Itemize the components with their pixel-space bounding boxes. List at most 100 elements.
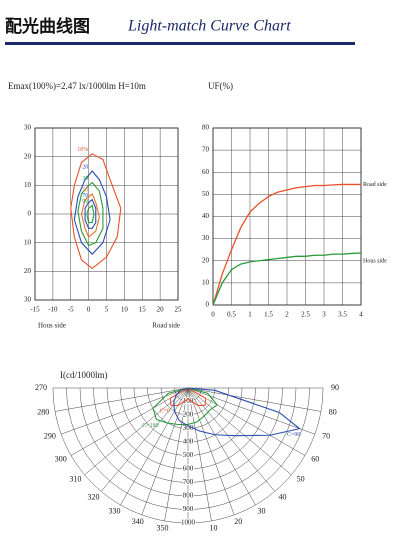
y-tick-label: 40 (202, 212, 210, 220)
radius-label: 800 (183, 492, 194, 500)
chart-title: Emax(100%)=2.47 lx/1000lm H=10m (8, 81, 146, 91)
grid-spoke (187, 387, 292, 475)
grid-spoke (101, 387, 189, 492)
x-tick-label: 1 (248, 311, 252, 319)
grid-spoke (187, 387, 212, 521)
header-rule (5, 42, 355, 45)
x-tick-label: 20 (157, 306, 165, 314)
radius-label: 200 (183, 411, 194, 419)
curve-label: C=90 (287, 432, 300, 438)
grid-spoke (187, 387, 235, 515)
angle-label: 280 (37, 408, 49, 417)
x-tick-label: 0 (211, 311, 215, 319)
contour-label: 50 (82, 187, 88, 193)
contour-label: 90 (82, 199, 88, 205)
title-cn: 配光曲线图 (5, 16, 90, 37)
plot-frame (212, 127, 362, 306)
y-tick-label: 80 (202, 124, 210, 132)
radius-label: 500 (183, 451, 194, 459)
contour-line (86, 204, 95, 224)
angle-label: 80 (329, 408, 337, 417)
y-axis-label: UF(%) (208, 81, 233, 91)
y-tick-label: 10 (24, 181, 32, 189)
grid-spoke (84, 387, 189, 475)
y-tick-label: 30 (24, 296, 32, 304)
y-tick-label: 30 (202, 234, 210, 242)
series-line (212, 252, 362, 306)
y-tick-label: 0 (28, 210, 32, 218)
grid-spoke (187, 387, 256, 506)
x-tick-label: 0 (87, 306, 91, 314)
intensity-curve (169, 387, 207, 407)
x-tick-label: 25 (175, 306, 183, 314)
y-tick-label: 60 (202, 168, 210, 176)
angle-label: 20 (234, 517, 242, 526)
grid-spoke (187, 387, 275, 492)
radius-label: 600 (183, 465, 194, 473)
angle-label: 350 (156, 524, 168, 533)
x-tick-label: 3.5 (338, 311, 347, 319)
y-tick-label: 20 (24, 152, 32, 160)
angle-label: 340 (132, 517, 144, 526)
contour-line (84, 198, 97, 229)
y-tick-label: 20 (202, 256, 210, 264)
grid-spoke (141, 387, 189, 515)
angle-label: 300 (55, 454, 67, 463)
x-tick-label: -15 (30, 306, 40, 314)
radius-label: 100 (183, 397, 194, 405)
x-tick-label: 4 (359, 311, 363, 319)
angle-label: 10 (210, 524, 218, 533)
radius-label: 1000 (181, 519, 196, 527)
x-tick-label: 0.5 (227, 311, 236, 319)
grid-spoke (187, 387, 306, 456)
angle-label: 50 (297, 475, 305, 484)
grid-spoke (120, 387, 189, 506)
x-tick-label: -5 (68, 306, 74, 314)
y-tick-label: 20 (24, 267, 32, 275)
grid-spoke (187, 387, 321, 412)
contour-label: 20 (82, 164, 88, 170)
radius-label: 300 (183, 424, 194, 432)
contour-label: 70 (82, 193, 88, 199)
series-line (212, 183, 361, 306)
y-tick-label: 50 (202, 190, 210, 198)
radius-label: 700 (183, 478, 194, 486)
contour-line (77, 181, 104, 247)
grid-spoke (55, 387, 189, 412)
y-tick-label: 0 (206, 301, 210, 309)
angle-label: 310 (69, 475, 81, 484)
intensity-curve (173, 387, 301, 437)
y-tick-label: 70 (202, 146, 210, 154)
angle-label: 330 (109, 507, 121, 516)
angle-label: 320 (88, 492, 100, 501)
grid-spoke (70, 387, 189, 456)
angle-label: 90 (331, 383, 339, 392)
chart-title: I(cd/1000lm) (60, 370, 108, 380)
y-tick-label: 10 (24, 238, 32, 246)
contour-line (73, 170, 111, 255)
x-tick-label: 1.5 (264, 311, 273, 319)
intensity-curve (152, 387, 219, 426)
curve-label: C=0 (160, 409, 170, 415)
series-label: Road side (363, 182, 387, 188)
contour-line (70, 153, 122, 270)
angle-label: 70 (322, 432, 330, 441)
radius-label: 400 (183, 438, 194, 446)
contour-line (80, 193, 100, 238)
plot-frame (34, 127, 179, 301)
x-tick-label: -10 (48, 306, 58, 314)
contour-label: 30 (82, 176, 88, 182)
x-tick-label: 3 (322, 311, 326, 319)
x-tick-label: 2.5 (301, 311, 310, 319)
x-tick-label: 15 (139, 306, 147, 314)
angle-label: 290 (44, 432, 56, 441)
x-side-label: Road side (152, 322, 180, 330)
angle-label: 60 (311, 454, 319, 463)
title-en: Light-match Curve Chart (127, 18, 291, 35)
contour-label: 10% (77, 147, 88, 153)
x-tick-label: 2 (285, 311, 289, 319)
x-tick-label: 5 (105, 306, 109, 314)
angle-label: 30 (258, 507, 266, 516)
series-label: Hous side (363, 258, 387, 264)
